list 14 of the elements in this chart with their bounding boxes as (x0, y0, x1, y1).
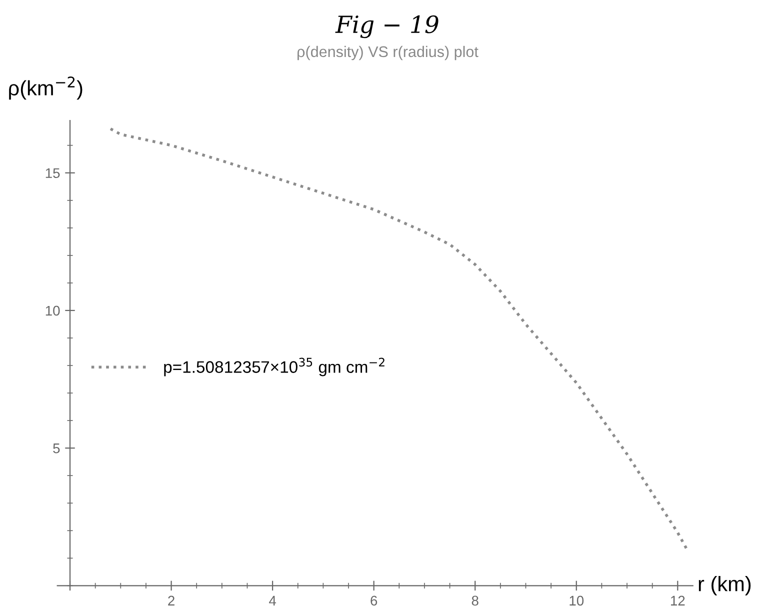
x-tick-label: 10 (570, 596, 584, 606)
x-tick-label: 6 (370, 596, 378, 606)
legend-label: p=1.50812357×10$^{35}$ gm cm$^{−2}$ (164, 358, 384, 376)
chart-title: Fig − 19 (335, 15, 438, 38)
x-tick-label: 4 (269, 596, 276, 606)
x-tick-label: 8 (472, 596, 478, 606)
x-axis-title: r (km) (698, 576, 751, 596)
x-tick-label: 12 (670, 596, 685, 606)
y-tick-label: 15 (46, 168, 60, 178)
x-tick-label: 2 (168, 596, 174, 606)
chart-subtitle: ρ(density) VS r(radius) plot (298, 46, 478, 60)
y-axis-title: ρ(km$^{−2}$) (9, 76, 82, 100)
y-tick-label: 10 (46, 306, 60, 316)
y-tick-label: 5 (53, 444, 60, 454)
